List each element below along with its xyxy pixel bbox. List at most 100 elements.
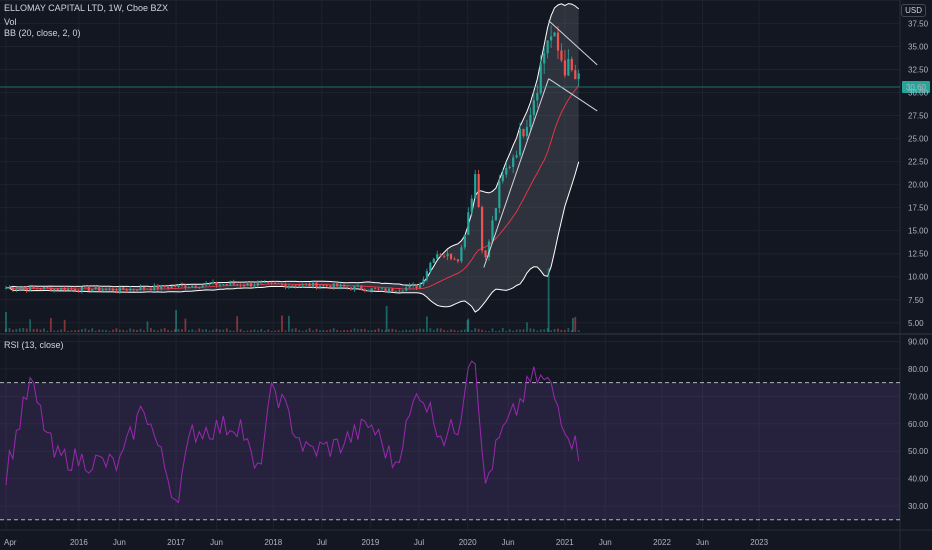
- candle-body: [125, 289, 128, 291]
- volume-bar: [263, 330, 266, 332]
- time-tick-label: Jun: [599, 538, 612, 547]
- volume-bar: [457, 330, 459, 332]
- candle-body: [136, 289, 139, 291]
- candle-body: [98, 287, 101, 291]
- volume-bar: [508, 329, 511, 332]
- volume-bar: [336, 329, 339, 332]
- volume-bar: [187, 329, 190, 332]
- volume-bar: [153, 329, 156, 332]
- volume-bar: [246, 330, 249, 332]
- volume-bar: [215, 328, 218, 332]
- volume-bar: [550, 330, 552, 332]
- candle-body: [108, 288, 111, 290]
- currency-label[interactable]: USD: [901, 4, 926, 17]
- volume-bar: [115, 328, 118, 332]
- time-tick-label: Jul: [317, 538, 327, 547]
- candle-body: [325, 284, 328, 286]
- candle-body: [25, 288, 28, 291]
- volume-bar: [370, 330, 373, 332]
- volume-bar: [163, 328, 166, 332]
- bb-upper-line: [5, 3, 580, 289]
- symbol-legend[interactable]: ELLOMAY CAPITAL LTD, 1W, Cboe BZX: [4, 3, 169, 13]
- price-tick-label: 20.00: [908, 181, 929, 190]
- rsi-band-fill: [0, 382, 900, 520]
- volume-bar: [446, 330, 449, 332]
- candle-body: [553, 32, 556, 37]
- candle-body: [142, 287, 146, 289]
- price-tick-label: 5.00: [908, 319, 924, 328]
- rsi-legend[interactable]: RSI (13, close): [4, 340, 64, 350]
- candle-body: [446, 253, 449, 257]
- volume-bar: [194, 330, 197, 332]
- candle-body: [184, 285, 187, 288]
- volume-bar: [46, 330, 49, 332]
- bb-fill: [6, 3, 579, 312]
- candle-body: [346, 286, 349, 288]
- volume-bar: [212, 329, 214, 332]
- candle-body: [370, 288, 373, 291]
- candle-body: [280, 283, 284, 285]
- volume-bar: [470, 330, 473, 332]
- volume-bar: [243, 330, 245, 332]
- volume-bar: [484, 330, 487, 332]
- candle-body: [439, 254, 442, 256]
- candle-body: [536, 93, 539, 101]
- time-tick-label: Jun: [502, 538, 515, 547]
- candle-body: [167, 287, 170, 289]
- volume-bar: [208, 330, 211, 332]
- candle-body: [391, 288, 394, 292]
- volume-bar: [374, 329, 377, 332]
- volume-bar: [22, 328, 25, 332]
- candle-body: [63, 287, 66, 291]
- candle-body: [153, 285, 156, 290]
- candle-body: [277, 283, 280, 285]
- candle-body: [56, 288, 59, 290]
- volume-bar: [122, 329, 125, 332]
- candle-body: [194, 285, 197, 288]
- volume-bar: [15, 328, 18, 332]
- volume-bar: [357, 329, 359, 332]
- candle-body: [229, 282, 232, 285]
- candle-body: [8, 287, 11, 289]
- volume-bar: [81, 329, 83, 332]
- candle-body: [560, 50, 563, 61]
- volume-bar: [363, 328, 366, 332]
- candle-body: [170, 286, 173, 289]
- volume-bar: [539, 329, 542, 332]
- volume-bar: [294, 328, 297, 332]
- volume-bar: [553, 328, 556, 332]
- volume-bar: [160, 328, 163, 332]
- trend-line: [483, 78, 550, 268]
- candle-body: [436, 254, 439, 259]
- candle-body: [191, 285, 194, 288]
- bb-basis-line: [5, 85, 580, 290]
- rsi-tick-label: 40.00: [908, 475, 929, 484]
- candle-body: [205, 283, 208, 286]
- bb-legend[interactable]: BB (20, close, 2, 0): [4, 28, 81, 38]
- candle-body: [163, 285, 166, 288]
- volume-bar: [25, 328, 28, 332]
- volume-bar: [325, 330, 328, 332]
- candle-body: [215, 281, 218, 285]
- volume-bar: [488, 330, 490, 332]
- candle-body: [384, 288, 387, 292]
- rsi-line: [5, 360, 580, 504]
- volume-bar: [156, 330, 159, 332]
- candle-body: [94, 287, 97, 290]
- vol-legend[interactable]: Vol: [4, 17, 17, 27]
- volume-spike: [385, 306, 388, 332]
- candle-body: [539, 63, 542, 94]
- candle-body: [222, 284, 225, 285]
- candle-body: [274, 282, 277, 284]
- price-tick-label: 37.50: [908, 19, 929, 28]
- volume-bar: [281, 315, 283, 332]
- candle-body: [15, 289, 18, 290]
- volume-spike: [175, 310, 177, 332]
- candle-body: [363, 289, 366, 291]
- candle-body: [470, 198, 473, 213]
- candle-body: [570, 58, 573, 71]
- rsi-tick-label: 80.00: [908, 365, 929, 374]
- candle-body: [339, 284, 342, 287]
- candle-body: [343, 284, 346, 287]
